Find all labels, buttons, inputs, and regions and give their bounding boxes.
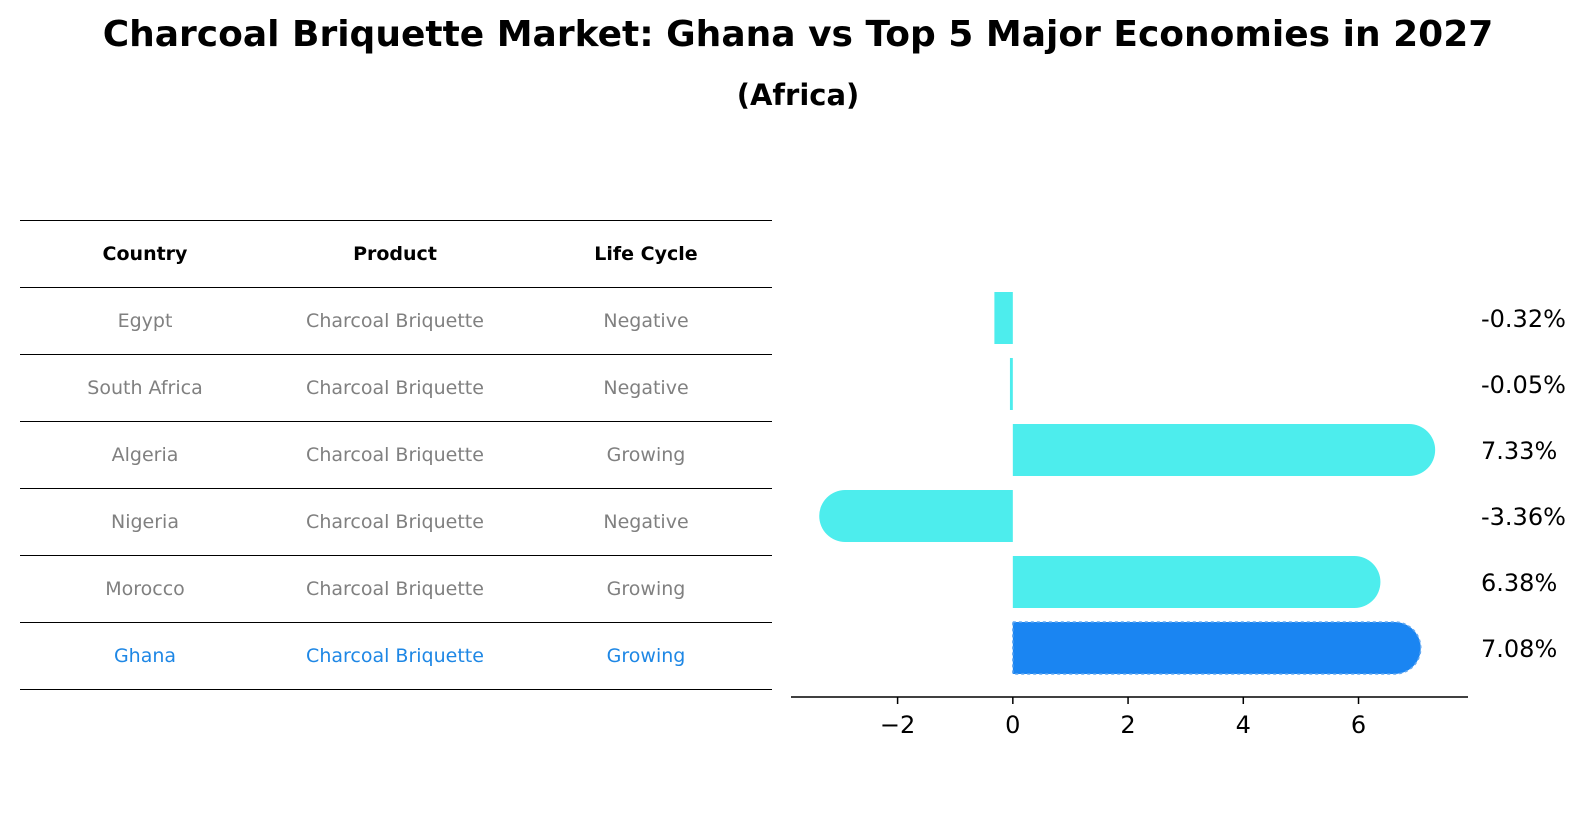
header-life-cycle: Life Cycle: [594, 243, 698, 265]
x-tick-label: 4: [1236, 711, 1251, 739]
x-tick-label: 2: [1120, 711, 1135, 739]
bar-morocco: [1012, 556, 1381, 608]
product-cell: Charcoal Briquette: [306, 578, 484, 600]
header-country: Country: [102, 243, 188, 265]
table-row: Egypt Charcoal Briquette Negative: [20, 288, 772, 355]
bar-egypt: [994, 292, 1013, 344]
bar-algeria: [1012, 424, 1436, 476]
table-header-row: Country Product Life Cycle: [20, 220, 772, 288]
chart-subtitle: (Africa): [736, 78, 860, 112]
country-cell: Ghana: [113, 645, 177, 667]
table-row-highlighted: Ghana Charcoal Briquette Growing: [20, 623, 772, 690]
value-label: 7.33%: [1481, 437, 1557, 465]
header-product: Product: [353, 243, 437, 265]
product-cell: Charcoal Briquette: [306, 444, 484, 466]
value-label: -0.05%: [1481, 371, 1566, 399]
product-cell: Charcoal Briquette: [306, 645, 484, 667]
table-row: Nigeria Charcoal Briquette Negative: [20, 489, 772, 556]
table-row: Algeria Charcoal Briquette Growing: [20, 422, 772, 489]
value-label: -3.36%: [1481, 503, 1566, 531]
life-cycle-cell: Negative: [603, 377, 689, 399]
life-cycle-cell: Growing: [606, 444, 686, 466]
value-label: 7.08%: [1481, 635, 1557, 663]
country-cell: Nigeria: [111, 511, 179, 533]
life-cycle-cell: Negative: [603, 511, 689, 533]
value-label: -0.32%: [1481, 305, 1566, 333]
x-tick-label: 6: [1351, 711, 1366, 739]
country-cell: Algeria: [111, 444, 179, 466]
x-tick-label: 0: [1005, 711, 1020, 739]
country-table: Country Product Life Cycle Egypt Charcoa…: [20, 220, 772, 690]
life-cycle-cell: Growing: [606, 578, 686, 600]
x-tick-label: −2: [880, 711, 915, 739]
country-cell: Egypt: [117, 310, 173, 332]
life-cycle-cell: Negative: [603, 310, 689, 332]
value-label: 6.38%: [1481, 569, 1557, 597]
chart-title: Charcoal Briquette Market: Ghana vs Top …: [102, 14, 1494, 55]
table-row: South Africa Charcoal Briquette Negative: [20, 355, 772, 422]
product-cell: Charcoal Briquette: [306, 310, 484, 332]
life-cycle-cell: Growing: [606, 645, 686, 667]
country-cell: Morocco: [105, 578, 185, 600]
bar-ghana: [1012, 621, 1422, 675]
product-cell: Charcoal Briquette: [306, 511, 484, 533]
country-cell: South Africa: [87, 377, 203, 399]
table-row: Morocco Charcoal Briquette Growing: [20, 556, 772, 623]
bar-nigeria: [819, 490, 1013, 542]
bar-south-africa: [1009, 358, 1013, 410]
product-cell: Charcoal Briquette: [306, 377, 484, 399]
